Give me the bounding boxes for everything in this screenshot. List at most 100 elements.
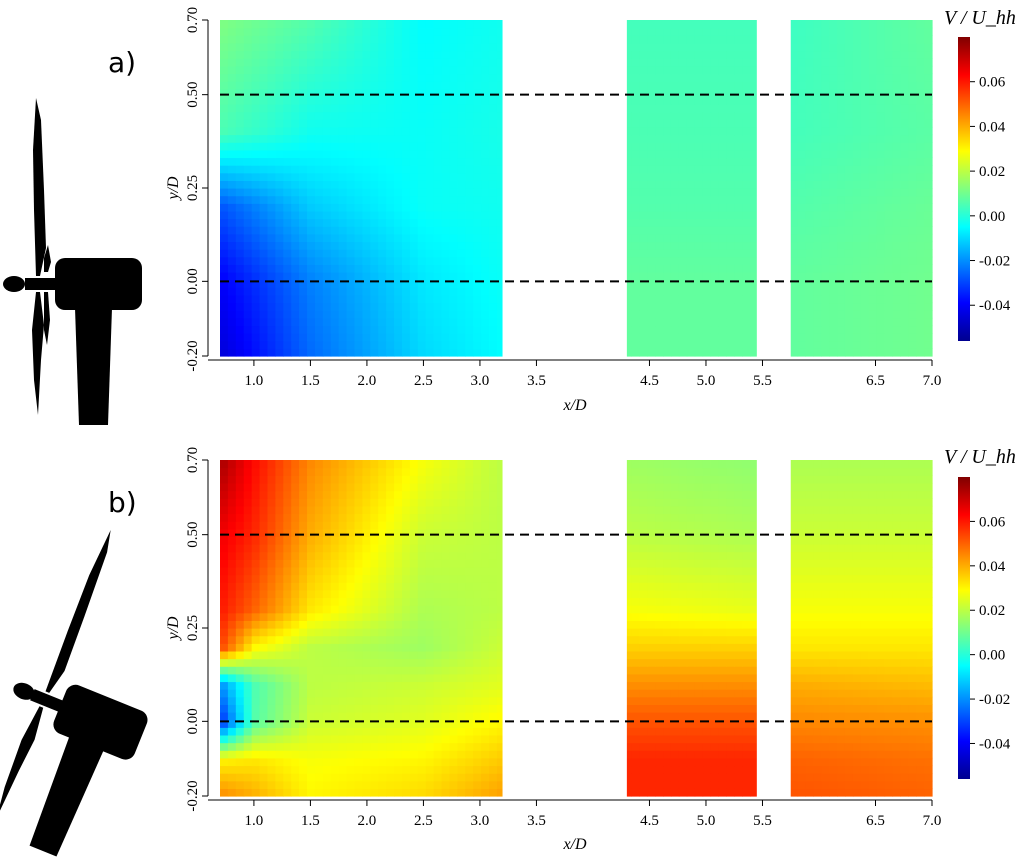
heatmap-cell <box>678 126 688 136</box>
heatmap-cell <box>346 111 356 120</box>
heatmap-cell <box>346 712 356 721</box>
heatmap-cell <box>481 88 490 97</box>
heatmap-cell <box>900 673 909 683</box>
heatmap-cell <box>710 218 719 227</box>
heatmap-cell <box>496 88 506 97</box>
heatmap-cell <box>623 287 632 296</box>
heatmap-cell <box>283 35 292 44</box>
heatmap-cell <box>718 325 727 334</box>
heatmap-cell <box>275 750 284 759</box>
heatmap-cell <box>481 719 490 728</box>
heatmap-cell <box>314 241 324 250</box>
heatmap-cell <box>338 96 348 105</box>
heatmap-cell <box>283 256 292 265</box>
heatmap-cell <box>876 233 886 243</box>
heatmap-cell <box>924 788 933 797</box>
heatmap-cell <box>425 88 435 97</box>
heatmap-cell <box>299 317 308 327</box>
heatmap-cell <box>457 42 466 52</box>
heatmap-cell <box>354 620 363 629</box>
heatmap-cell <box>734 658 743 667</box>
heatmap-cell <box>726 628 735 637</box>
heatmap-cell <box>314 218 324 227</box>
heatmap-cell <box>488 605 498 614</box>
heatmap-cell <box>829 302 838 311</box>
heatmap-cell <box>346 689 356 698</box>
heatmap-cell <box>496 81 506 90</box>
heatmap-cell <box>908 58 917 67</box>
heatmap-cell <box>291 165 300 174</box>
heatmap-cell <box>488 203 498 212</box>
heatmap-cell <box>686 681 696 690</box>
heatmap-cell <box>900 628 909 637</box>
heatmap-cell <box>220 134 229 143</box>
heatmap-cell <box>742 780 751 789</box>
heatmap-cell <box>623 310 632 319</box>
heatmap-cell <box>702 696 712 705</box>
heatmap-cell <box>259 218 269 227</box>
heatmap-cell <box>686 88 696 97</box>
heatmap-cell <box>852 719 862 728</box>
heatmap-cell <box>251 788 261 797</box>
heatmap-cell <box>401 635 411 644</box>
heatmap-cell <box>742 325 751 334</box>
heatmap-cell <box>370 650 379 660</box>
heatmap-cell <box>227 35 237 44</box>
heatmap-cell <box>837 325 846 334</box>
heatmap-cell <box>354 788 363 797</box>
heatmap-cell <box>852 643 862 652</box>
heatmap-cell <box>401 719 411 728</box>
heatmap-cell <box>789 788 799 797</box>
heatmap-cell <box>330 348 340 357</box>
heatmap-cell <box>639 340 648 349</box>
heatmap-cell <box>623 218 632 227</box>
heatmap-cell <box>726 302 735 311</box>
heatmap-cell <box>908 348 917 357</box>
heatmap-cell <box>481 241 490 250</box>
heatmap-cell <box>330 20 340 29</box>
heatmap-cell <box>449 780 458 789</box>
heatmap-cell <box>496 73 506 82</box>
heatmap-cell <box>314 42 324 52</box>
heatmap-cell <box>338 788 348 797</box>
heatmap-cell <box>789 635 799 644</box>
heatmap-cell <box>362 142 371 151</box>
heatmap-cell <box>425 226 435 235</box>
heatmap-cell <box>496 256 506 265</box>
heatmap-cell <box>362 310 371 319</box>
heatmap-cell <box>465 233 474 243</box>
heatmap-cell <box>449 612 458 621</box>
heatmap-cell <box>750 111 759 120</box>
heatmap-cell <box>710 310 719 319</box>
heatmap-cell <box>259 279 269 288</box>
heatmap-cell <box>797 658 807 667</box>
heatmap-cell <box>821 50 830 59</box>
heatmap-cell <box>283 42 292 52</box>
heatmap-cell <box>330 325 340 334</box>
heatmap-cell <box>829 172 838 181</box>
heatmap-cell <box>844 256 854 265</box>
heatmap-cell <box>797 142 807 151</box>
heatmap-cell <box>670 165 680 174</box>
heatmap-cell <box>829 712 838 721</box>
heatmap-cell <box>655 310 664 319</box>
heatmap-cell <box>338 704 348 713</box>
heatmap-cell <box>259 165 269 174</box>
heatmap-cell <box>924 765 933 774</box>
heatmap-cell <box>884 719 894 728</box>
heatmap-cell <box>322 50 332 59</box>
heatmap-cell <box>908 294 917 304</box>
heatmap-cell <box>678 650 688 660</box>
heatmap-cell <box>243 104 253 113</box>
heatmap-cell <box>900 180 909 189</box>
heatmap-cell <box>370 612 379 621</box>
heatmap-cell <box>655 340 664 349</box>
heatmap-cell <box>457 256 466 265</box>
heatmap-cell <box>797 773 807 782</box>
heatmap-cell <box>425 149 435 159</box>
heatmap-cell <box>401 658 411 667</box>
heatmap-cell <box>283 689 292 698</box>
heatmap-cell <box>259 333 269 342</box>
heatmap-cell <box>750 628 759 637</box>
